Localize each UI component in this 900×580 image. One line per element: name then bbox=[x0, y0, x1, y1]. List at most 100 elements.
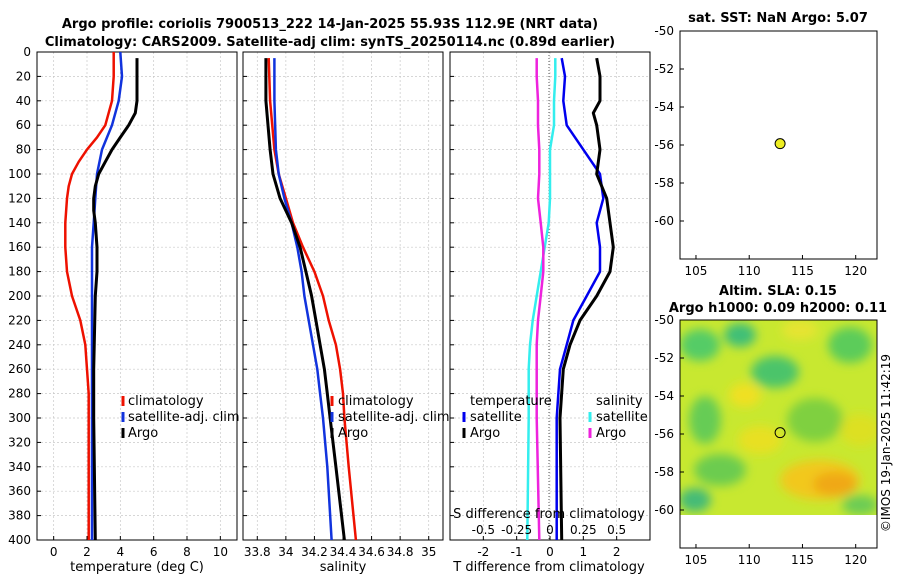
sla-map-xtick-label: 110 bbox=[738, 553, 761, 567]
sst-map-argo-location bbox=[774, 138, 786, 150]
depth-tick-label: 360 bbox=[8, 484, 31, 498]
sst-map-ytick-label: -56 bbox=[654, 138, 674, 152]
sst-map-ytick-label: -54 bbox=[654, 100, 674, 114]
sla-map-ytick-label: -60 bbox=[654, 503, 674, 517]
sla-map-ytick-label: -54 bbox=[654, 389, 674, 403]
difference-xtick-label: 2 bbox=[613, 545, 621, 559]
difference-panel: -2 -1 0 1 2 -0.5 -0.25 0 0.25 0.5 T difference fr… bbox=[449, 51, 651, 575]
temperature-series-climatology bbox=[64, 52, 115, 540]
legend-argo-label: Argo bbox=[128, 426, 158, 441]
sst-map-xtick-label: 120 bbox=[844, 264, 867, 278]
temperature-panel: 0204060801001201401601802002202402602803… bbox=[8, 45, 240, 575]
difference-series-salinity-argo bbox=[535, 58, 545, 541]
difference-x2tick-label: 0 bbox=[546, 523, 554, 537]
sst-map-xtick-label: 110 bbox=[738, 264, 761, 278]
sst-map-title: sat. SST: NaN Argo: 5.07 bbox=[688, 11, 868, 26]
salinity-panel: 33.8 34 34.2 34.4 34.6 34.8 35 salinity climat… bbox=[242, 51, 450, 575]
sst-map-ytick-label: -52 bbox=[654, 62, 674, 76]
legend-t-argo-label: Argo bbox=[470, 426, 500, 441]
difference-x2label: S difference from climatology bbox=[453, 507, 645, 522]
difference-x2tick-label: 0.5 bbox=[607, 523, 626, 537]
depth-tick-label: 300 bbox=[8, 411, 31, 425]
sla-map-panel: 105 110 115 120 -50 -52 -54 -56 -58 -60 bbox=[654, 313, 878, 567]
difference-x2tick-label: 0.25 bbox=[570, 523, 597, 537]
difference-series-salinity-satellite bbox=[526, 58, 557, 541]
sla-map-title-line2: Argo h1000: 0.09 h2000: 0.11 bbox=[669, 301, 887, 316]
depth-tick-label: 280 bbox=[8, 387, 31, 401]
legend-salinity-heading: salinity bbox=[596, 394, 643, 409]
salinity-series-satellite-adj-clim bbox=[273, 58, 333, 541]
figure-title-line1: Argo profile: coriolis 7900513_222 14-Ja… bbox=[62, 17, 598, 32]
depth-tick-label: 180 bbox=[8, 265, 31, 279]
depth-tick-label: 220 bbox=[8, 313, 31, 327]
sla-map-xtick-label: 105 bbox=[685, 553, 708, 567]
depth-tick-label: 140 bbox=[8, 216, 31, 230]
legend-climatology-label: climatology bbox=[338, 394, 414, 409]
sla-map-xtick-label: 120 bbox=[844, 553, 867, 567]
sst-map-ytick-label: -60 bbox=[654, 214, 674, 228]
depth-tick-label: 200 bbox=[8, 289, 31, 303]
depth-tick-label: 60 bbox=[16, 118, 31, 132]
salinity-xtick-label: 34.2 bbox=[301, 545, 328, 559]
temperature-xtick-label: 4 bbox=[117, 545, 125, 559]
sst-map-xtick-label: 105 bbox=[685, 264, 708, 278]
salinity-legend: climatology satellite-adj. clim Argo bbox=[330, 394, 450, 441]
depth-tick-label: 100 bbox=[8, 167, 31, 181]
legend-climatology-label: climatology bbox=[128, 394, 204, 409]
difference-series-temperature-argo bbox=[558, 57, 615, 541]
temperature-legend: climatology satellite-adj. clim Argo bbox=[121, 394, 240, 441]
difference-xlabel: T difference from climatology bbox=[452, 560, 645, 575]
depth-tick-label: 340 bbox=[8, 460, 31, 474]
sla-map-ytick-label: -50 bbox=[654, 313, 674, 327]
sla-map-ytick-label: -52 bbox=[654, 351, 674, 365]
legend-temperature-heading: temperature bbox=[470, 394, 552, 409]
temperature-xlabel: temperature (deg C) bbox=[70, 560, 204, 575]
legend-s-argo-label: Argo bbox=[596, 426, 626, 441]
temperature-xtick-label: 8 bbox=[183, 545, 191, 559]
salinity-xtick-label: 34.4 bbox=[330, 545, 357, 559]
sst-map-xtick-label: 115 bbox=[791, 264, 814, 278]
depth-tick-label: 320 bbox=[8, 435, 31, 449]
depth-tick-label: 0 bbox=[23, 45, 31, 59]
difference-x2tick-label: -0.25 bbox=[501, 523, 532, 537]
credit-text: ©IMOS 19-Jan-2025 11:42:19 bbox=[879, 354, 893, 532]
depth-tick-label: 120 bbox=[8, 191, 31, 205]
temperature-xtick-label: 10 bbox=[213, 545, 228, 559]
difference-xtick-label: -2 bbox=[477, 545, 489, 559]
salinity-series-argo bbox=[264, 58, 346, 541]
salinity-xtick-label: 35 bbox=[421, 545, 436, 559]
legend-t-satellite-label: satellite bbox=[470, 410, 522, 425]
difference-series-temperature-satellite bbox=[555, 57, 605, 540]
salinity-xtick-label: 34.8 bbox=[387, 545, 414, 559]
sla-map-title-line1: Altim. SLA: 0.15 bbox=[719, 284, 837, 299]
salinity-xtick-label: 33.8 bbox=[244, 545, 271, 559]
figure-title-line2: Climatology: CARS2009. Satellite-adj cli… bbox=[45, 35, 615, 50]
difference-xtick-label: -1 bbox=[511, 545, 523, 559]
salinity-xtick-label: 34 bbox=[278, 545, 293, 559]
legend-satellite-label: satellite-adj. clim bbox=[338, 410, 450, 425]
temperature-xtick-label: 0 bbox=[50, 545, 58, 559]
depth-tick-label: 160 bbox=[8, 240, 31, 254]
difference-xtick-label: 1 bbox=[580, 545, 588, 559]
sst-map-panel: 105 110 115 120 -50 -52 -54 -56 -58 -60 bbox=[654, 24, 878, 278]
sst-map-ytick-label: -58 bbox=[654, 176, 674, 190]
temperature-series-argo bbox=[92, 58, 139, 541]
depth-tick-label: 400 bbox=[8, 533, 31, 547]
depth-tick-label: 240 bbox=[8, 338, 31, 352]
salinity-xlabel: salinity bbox=[320, 560, 367, 575]
temperature-xtick-label: 2 bbox=[83, 545, 91, 559]
sla-map-ytick-label: -58 bbox=[654, 465, 674, 479]
salinity-xtick-label: 34.6 bbox=[358, 545, 385, 559]
depth-tick-label: 20 bbox=[16, 69, 31, 83]
sst-map-ytick-label: -50 bbox=[654, 24, 674, 38]
sla-map-ytick-label: -56 bbox=[654, 427, 674, 441]
legend-argo-label: Argo bbox=[338, 426, 368, 441]
depth-tick-label: 40 bbox=[16, 94, 31, 108]
sla-map-argo-location bbox=[774, 427, 786, 439]
difference-x2tick-label: -0.5 bbox=[472, 523, 495, 537]
temperature-xtick-label: 6 bbox=[150, 545, 158, 559]
sla-field bbox=[680, 320, 877, 515]
legend-s-satellite-label: satellite bbox=[596, 410, 648, 425]
depth-tick-label: 80 bbox=[16, 143, 31, 157]
